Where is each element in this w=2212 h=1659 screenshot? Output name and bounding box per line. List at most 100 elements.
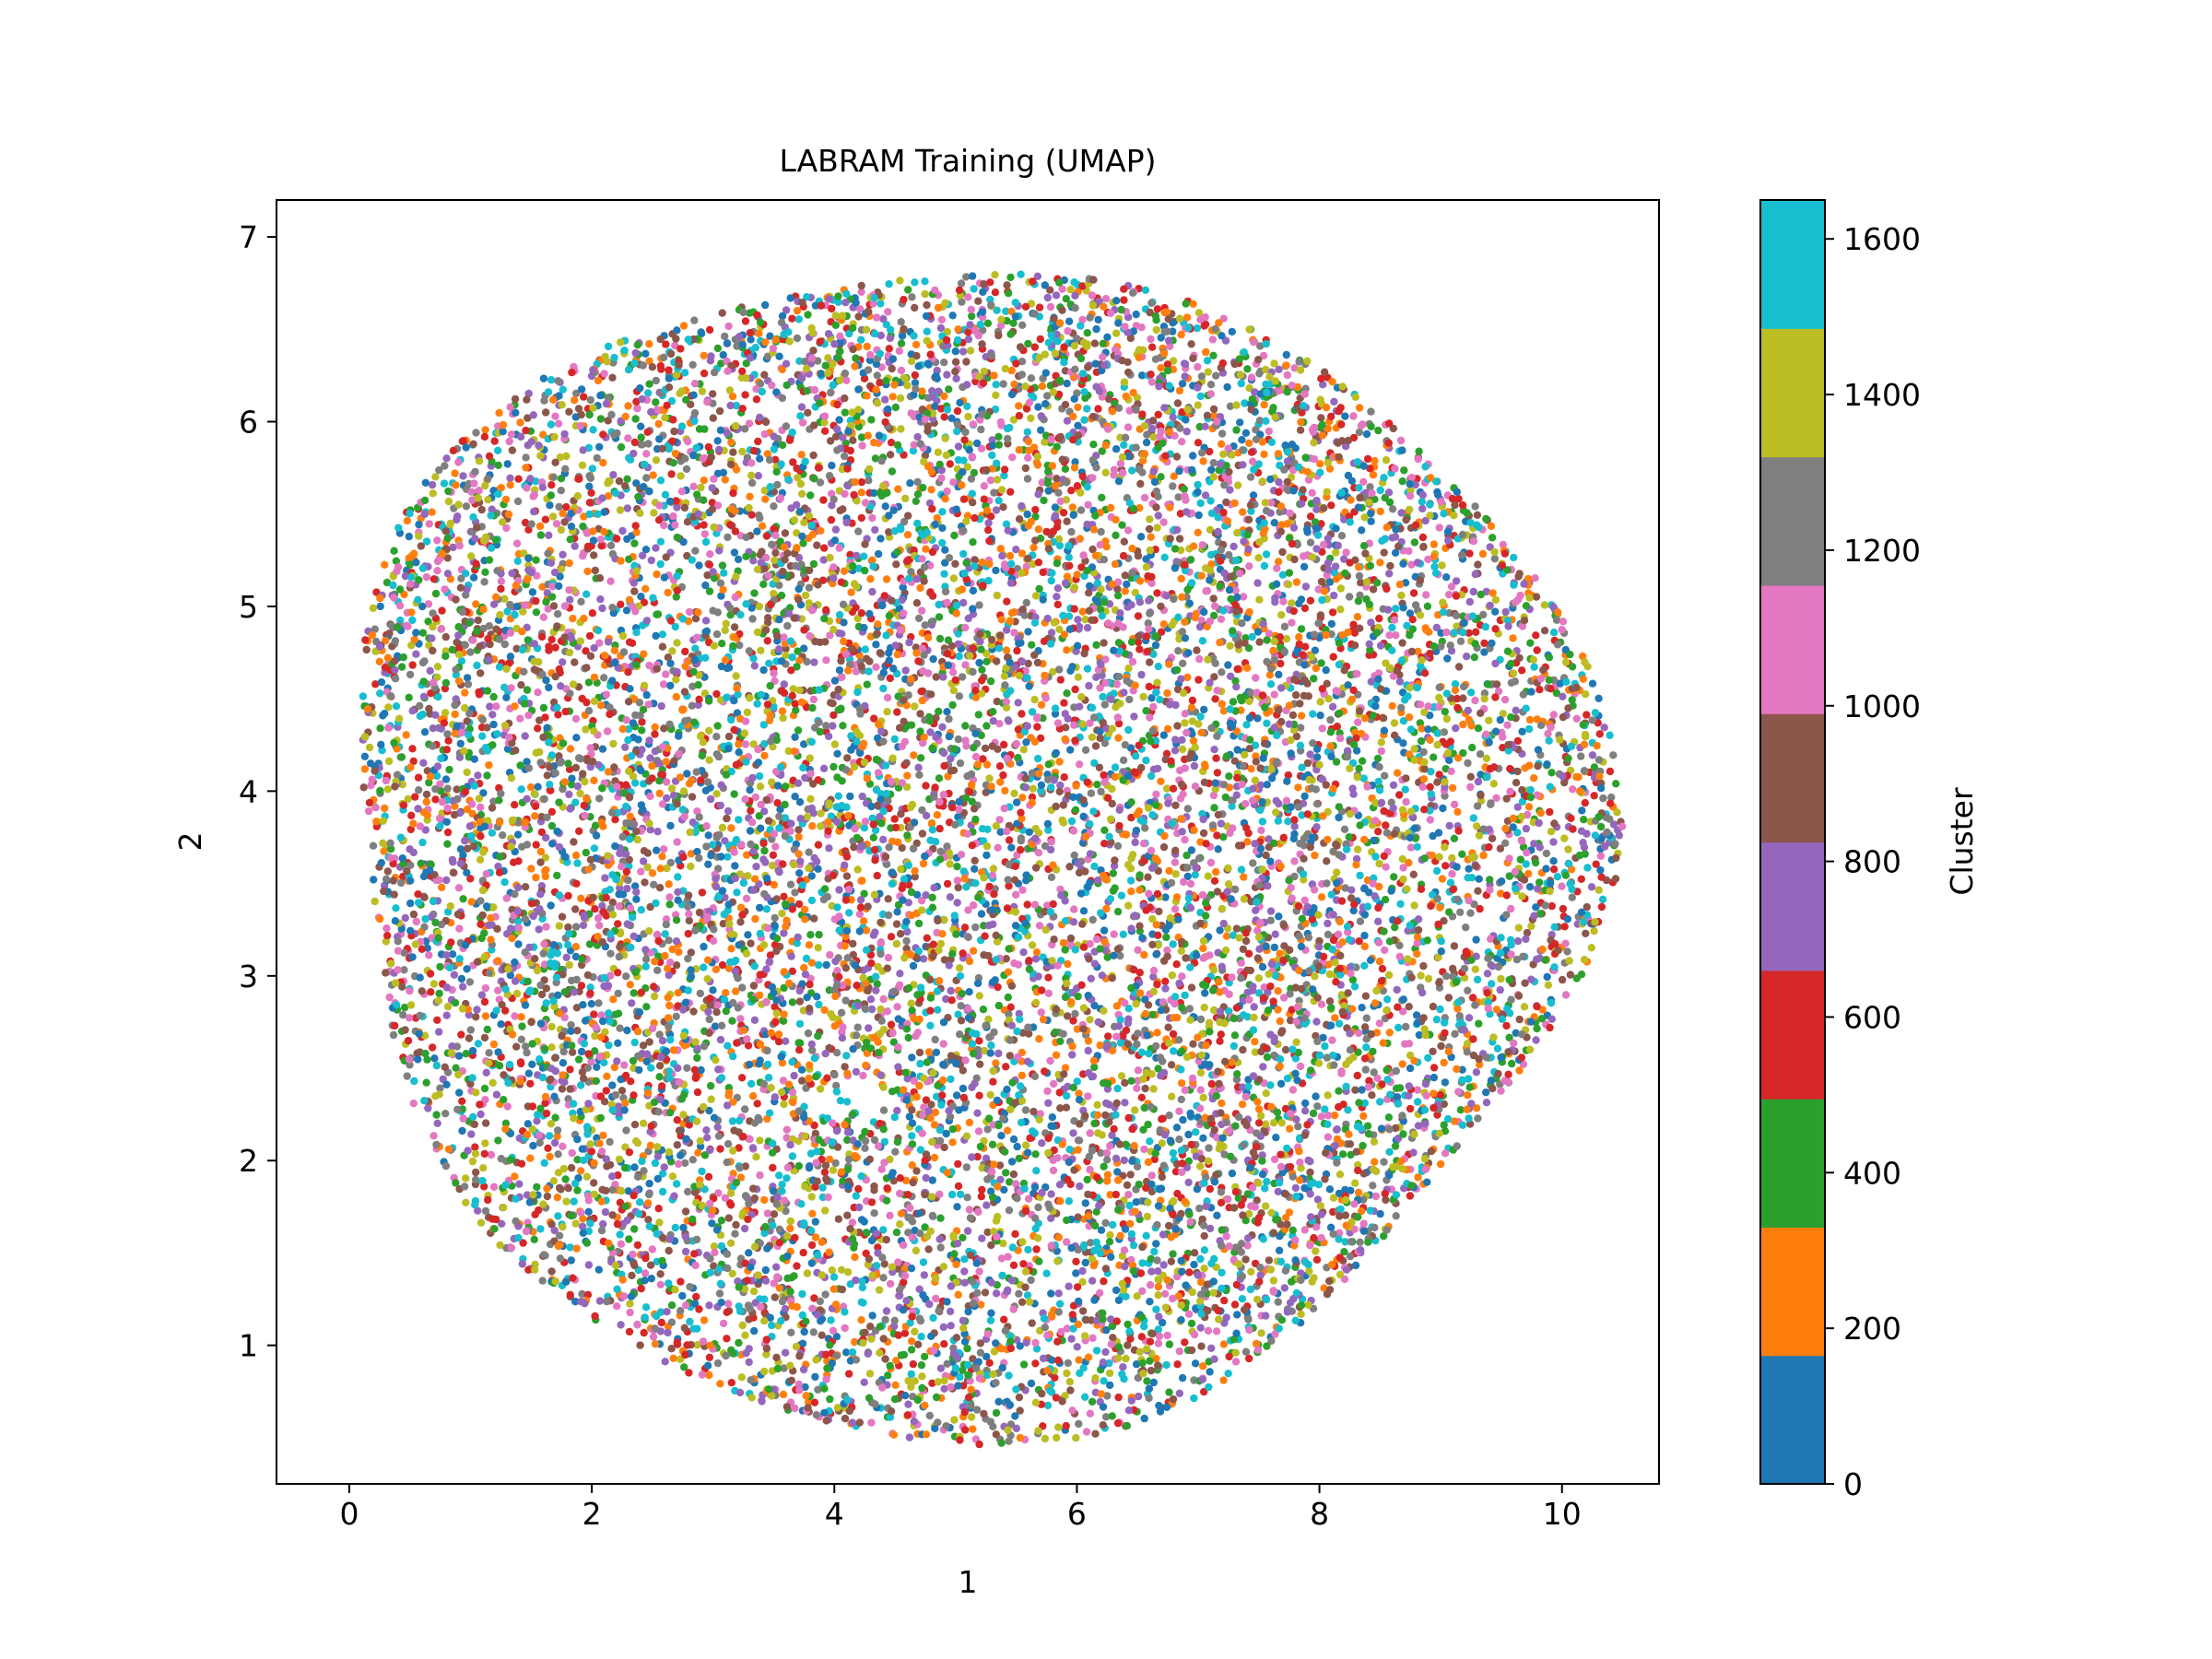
scatter-point xyxy=(500,640,509,649)
scatter-point xyxy=(782,1125,791,1134)
scatter-point xyxy=(487,1150,496,1159)
scatter-point xyxy=(1053,1257,1062,1265)
scatter-point xyxy=(590,844,599,853)
scatter-point xyxy=(1274,817,1283,825)
scatter-point xyxy=(1122,1140,1130,1149)
scatter-point xyxy=(965,1206,974,1214)
scatter-point xyxy=(415,520,423,529)
scatter-point xyxy=(841,1348,851,1357)
scatter-point xyxy=(1325,465,1335,473)
scatter-point xyxy=(571,905,580,913)
scatter-point xyxy=(778,1297,787,1306)
scatter-point xyxy=(923,934,931,942)
scatter-point xyxy=(1300,854,1308,863)
scatter-points xyxy=(359,270,1627,1449)
scatter-point xyxy=(1081,1199,1090,1207)
scatter-point xyxy=(625,1327,634,1336)
scatter-point xyxy=(623,504,631,512)
scatter-point xyxy=(409,1100,418,1108)
scatter-point xyxy=(874,769,883,777)
scatter-point xyxy=(1594,694,1603,702)
scatter-point xyxy=(1054,1289,1063,1298)
scatter-point xyxy=(1043,1401,1053,1410)
scatter-point xyxy=(940,392,948,401)
scatter-point xyxy=(1206,381,1216,389)
scatter-point xyxy=(1291,1183,1300,1193)
scatter-point xyxy=(1232,791,1241,799)
scatter-point xyxy=(1533,1024,1541,1033)
scatter-point xyxy=(721,476,729,484)
scatter-point xyxy=(1068,1311,1077,1319)
scatter-point xyxy=(885,280,893,288)
scatter-point xyxy=(1034,525,1043,534)
scatter-point xyxy=(830,740,840,748)
scatter-point xyxy=(1282,361,1290,370)
scatter-point xyxy=(1266,916,1276,924)
scatter-point xyxy=(872,663,880,671)
scatter-point xyxy=(1185,1210,1194,1218)
scatter-point xyxy=(1021,302,1030,311)
scatter-point xyxy=(931,783,939,792)
scatter-point xyxy=(1241,936,1251,946)
scatter-point xyxy=(826,950,834,959)
scatter-point xyxy=(1158,1139,1167,1147)
scatter-point xyxy=(935,634,945,643)
scatter-point xyxy=(559,784,567,794)
scatter-point xyxy=(572,389,581,397)
scatter-point xyxy=(618,863,626,871)
scatter-point xyxy=(1151,641,1160,650)
scatter-point xyxy=(760,1195,769,1205)
scatter-point xyxy=(1346,1252,1355,1261)
scatter-point xyxy=(928,903,937,912)
scatter-point xyxy=(1183,872,1192,881)
scatter-point xyxy=(945,385,953,394)
scatter-point xyxy=(704,831,712,840)
scatter-point xyxy=(922,782,930,790)
scatter-point xyxy=(1028,941,1037,949)
scatter-point xyxy=(1297,625,1306,633)
scatter-point xyxy=(1200,1246,1209,1254)
scatter-point xyxy=(763,618,772,627)
scatter-point xyxy=(1374,828,1382,836)
scatter-point xyxy=(970,468,979,477)
scatter-point xyxy=(794,933,802,942)
scatter-point xyxy=(1241,429,1251,437)
scatter-point xyxy=(469,573,478,582)
scatter-point xyxy=(1275,477,1283,487)
scatter-point xyxy=(365,743,374,752)
scatter-point xyxy=(646,792,654,801)
scatter-point xyxy=(928,1176,936,1184)
scatter-point xyxy=(1009,1170,1018,1179)
scatter-point xyxy=(1248,632,1256,641)
scatter-point xyxy=(1031,505,1040,514)
scatter-point xyxy=(618,526,627,535)
scatter-point xyxy=(1222,498,1230,507)
scatter-point xyxy=(1289,834,1299,843)
scatter-point xyxy=(636,1341,644,1349)
scatter-point xyxy=(877,938,886,947)
scatter-point xyxy=(1157,364,1165,372)
scatter-point xyxy=(1549,865,1559,874)
scatter-point xyxy=(1440,1100,1449,1109)
scatter-point xyxy=(762,905,771,913)
scatter-point xyxy=(1423,602,1432,610)
scatter-point xyxy=(780,633,788,641)
scatter-point xyxy=(1359,477,1368,486)
scatter-point xyxy=(713,1001,722,1009)
scatter-point xyxy=(595,1297,605,1305)
scatter-point xyxy=(959,598,968,607)
scatter-point xyxy=(1168,971,1177,980)
scatter-point xyxy=(645,1038,653,1046)
scatter-point xyxy=(1456,908,1465,916)
scatter-point xyxy=(686,1317,694,1326)
scatter-point xyxy=(644,1147,653,1156)
scatter-point xyxy=(1101,468,1110,477)
scatter-point xyxy=(915,1048,924,1057)
scatter-point xyxy=(478,732,487,740)
scatter-point xyxy=(1436,1159,1445,1169)
scatter-point xyxy=(712,790,721,798)
scatter-point xyxy=(1005,1010,1013,1018)
scatter-point xyxy=(706,357,715,365)
scatter-point xyxy=(470,479,478,488)
